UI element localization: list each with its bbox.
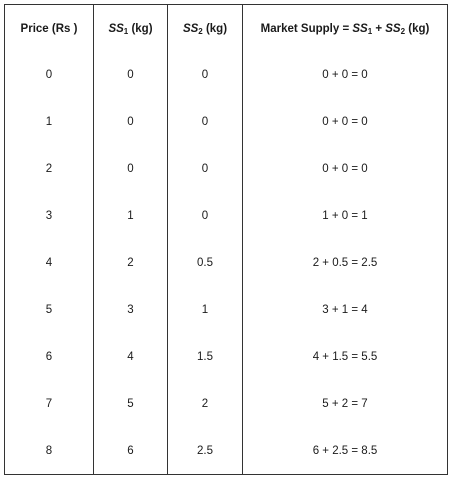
- table-row: 0 0 0 0 + 0 = 0: [4, 52, 448, 99]
- cell-market-supply: 4 + 1.5 = 5.5: [242, 333, 448, 381]
- cell-price: 8: [4, 427, 94, 475]
- cell-ss1: 0: [93, 52, 168, 99]
- cell-ss1: 6: [93, 427, 168, 475]
- table-row: 3 1 0 1 + 0 = 1: [4, 192, 448, 240]
- cell-price: 4: [4, 239, 94, 287]
- cell-market-supply: 0 + 0 = 0: [242, 145, 448, 193]
- table-row: 1 0 0 0 + 0 = 0: [4, 98, 448, 146]
- header-market-supply: Market Supply = SS1 + SS2 (kg): [242, 4, 448, 52]
- market-supply-table: Price (Rs ) SS1 (kg) SS2 (kg) Market Sup…: [4, 4, 448, 475]
- cell-market-supply: 0 + 0 = 0: [242, 52, 448, 99]
- header-price: Price (Rs ): [4, 4, 94, 52]
- cell-ss2: 0.5: [167, 239, 243, 287]
- cell-ss1: 5: [93, 380, 168, 427]
- cell-ss1: 0: [93, 98, 168, 146]
- cell-price: 3: [4, 192, 94, 240]
- cell-market-supply: 3 + 1 = 4: [242, 286, 448, 334]
- cell-market-supply: 0 + 0 = 0: [242, 98, 448, 146]
- cell-ss1: 1: [93, 192, 168, 240]
- cell-market-supply: 5 + 2 = 7: [242, 380, 448, 427]
- cell-market-supply: 6 + 2.5 = 8.5: [242, 427, 448, 475]
- cell-ss1: 0: [93, 145, 168, 193]
- cell-ss2: 1: [167, 286, 243, 334]
- table-row: 4 2 0.5 2 + 0.5 = 2.5: [4, 239, 448, 287]
- cell-market-supply: 2 + 0.5 = 2.5: [242, 239, 448, 287]
- cell-market-supply: 1 + 0 = 1: [242, 192, 448, 240]
- table-row: 7 5 2 5 + 2 = 7: [4, 380, 448, 427]
- table-row: 6 4 1.5 4 + 1.5 = 5.5: [4, 333, 448, 381]
- cell-price: 6: [4, 333, 94, 381]
- header-row: Price (Rs ) SS1 (kg) SS2 (kg) Market Sup…: [4, 4, 448, 52]
- cell-price: 5: [4, 286, 94, 334]
- cell-ss2: 0: [167, 192, 243, 240]
- table-row: 8 6 2.5 6 + 2.5 = 8.5: [4, 427, 448, 475]
- table-row: 5 3 1 3 + 1 = 4: [4, 286, 448, 334]
- cell-ss1: 4: [93, 333, 168, 381]
- cell-price: 7: [4, 380, 94, 427]
- header-ss2: SS2 (kg): [167, 4, 243, 52]
- cell-ss2: 0: [167, 52, 243, 99]
- cell-ss1: 3: [93, 286, 168, 334]
- cell-price: 0: [4, 52, 94, 99]
- header-ss1: SS1 (kg): [93, 4, 168, 52]
- table-row: 2 0 0 0 + 0 = 0: [4, 145, 448, 193]
- cell-ss1: 2: [93, 239, 168, 287]
- cell-ss2: 0: [167, 145, 243, 193]
- cell-price: 1: [4, 98, 94, 146]
- cell-price: 2: [4, 145, 94, 193]
- cell-ss2: 2: [167, 380, 243, 427]
- cell-ss2: 2.5: [167, 427, 243, 475]
- cell-ss2: 0: [167, 98, 243, 146]
- cell-ss2: 1.5: [167, 333, 243, 381]
